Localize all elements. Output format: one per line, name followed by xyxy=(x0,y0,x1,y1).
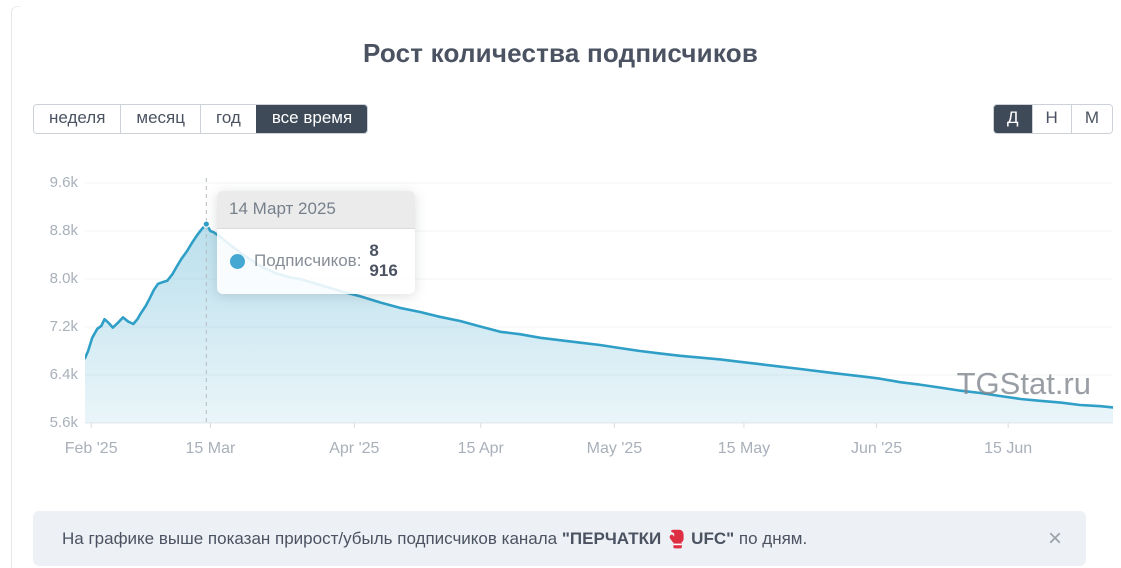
y-axis-label: 9.6k xyxy=(49,174,78,191)
y-axis-label: 6.4k xyxy=(49,366,78,383)
x-axis-label: Feb '25 xyxy=(64,440,118,457)
tab-month[interactable]: месяц xyxy=(120,105,200,133)
series-marker-icon xyxy=(230,253,245,269)
boxing-glove-icon xyxy=(669,529,684,548)
x-axis-label: 15 Apr xyxy=(457,440,504,457)
hover-point-marker xyxy=(202,220,211,228)
y-axis-label: 8.0k xyxy=(49,270,78,287)
notice-text: На графике выше показан прирост/убыль по… xyxy=(62,529,807,549)
y-axis-label: 8.8k xyxy=(49,222,78,239)
channel-name-part2: UFC" xyxy=(691,528,735,548)
tgstat-watermark: TGStat.ru xyxy=(956,366,1091,401)
channel-name-part1: "ПЕРЧАТКИ xyxy=(561,528,662,548)
x-axis-label: Apr '25 xyxy=(329,440,380,457)
granularity-tab-group: Д Н М xyxy=(993,104,1113,134)
notice-prefix: На графике выше показан прирост/убыль по… xyxy=(62,528,558,548)
close-icon[interactable]: × xyxy=(1047,524,1062,552)
y-axis-label: 5.6k xyxy=(49,414,78,431)
notice-suffix: по дням. xyxy=(738,528,808,548)
notice-bar: На графике выше показан прирост/убыль по… xyxy=(33,511,1086,566)
x-axis-label: 15 May xyxy=(717,440,771,457)
tooltip-date: 14 Март 2025 xyxy=(217,191,415,229)
chart-tooltip: 14 Март 2025 Подписчиков: 8 916 xyxy=(217,191,415,294)
x-axis-label: May '25 xyxy=(586,440,643,457)
period-tab-group: неделя месяц год все время xyxy=(33,104,369,134)
tab-daily[interactable]: Д xyxy=(994,105,1032,133)
y-axis-label: 7.2k xyxy=(49,318,78,335)
tab-week[interactable]: неделя xyxy=(34,105,121,133)
tooltip-series-label: Подписчиков: xyxy=(254,251,362,270)
x-axis-label: Jun '25 xyxy=(851,440,903,457)
x-axis-label: 15 Jun xyxy=(984,440,1033,457)
card-border xyxy=(11,6,21,568)
x-axis-label: 15 Mar xyxy=(185,440,236,457)
tab-all-time[interactable]: все время xyxy=(255,105,368,133)
series-area-fill xyxy=(85,224,1113,423)
tab-year[interactable]: год xyxy=(200,105,256,133)
tab-weekly[interactable]: Н xyxy=(1031,105,1071,133)
tab-monthly[interactable]: М xyxy=(1070,105,1112,133)
tooltip-value: 8 916 xyxy=(369,241,398,280)
page-title: Рост количества подписчиков xyxy=(362,38,759,68)
